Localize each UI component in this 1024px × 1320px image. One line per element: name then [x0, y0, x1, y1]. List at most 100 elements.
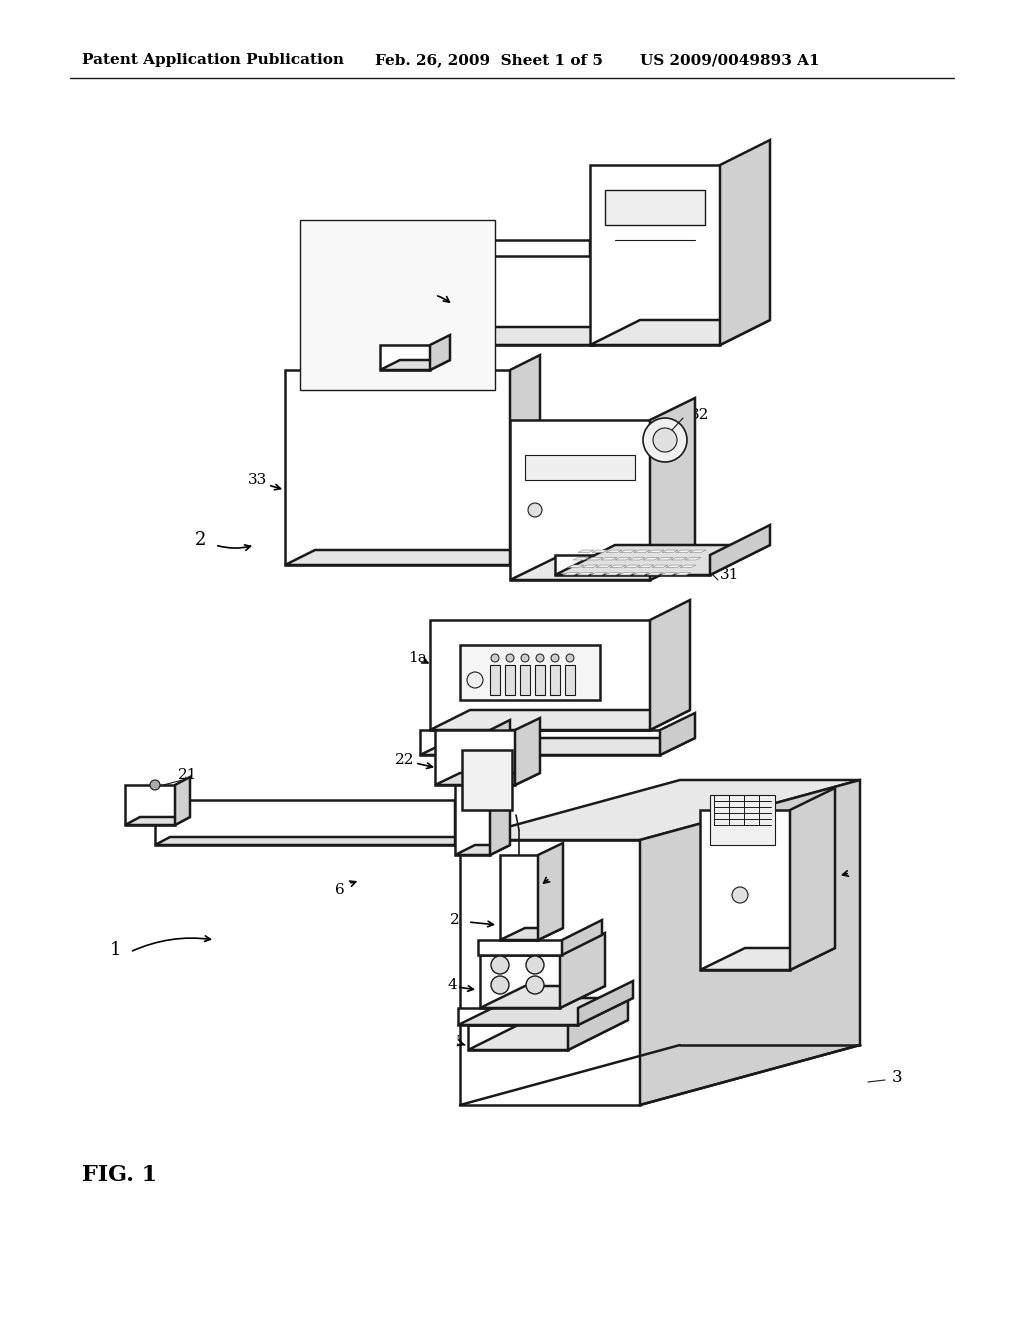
- Polygon shape: [458, 1008, 578, 1026]
- Circle shape: [551, 653, 559, 663]
- Text: 22: 22: [395, 752, 415, 767]
- Polygon shape: [380, 360, 450, 370]
- Circle shape: [528, 503, 542, 517]
- Polygon shape: [590, 165, 720, 345]
- Circle shape: [536, 653, 544, 663]
- Polygon shape: [615, 557, 631, 560]
- Polygon shape: [643, 557, 659, 560]
- Polygon shape: [490, 719, 510, 855]
- Polygon shape: [596, 565, 612, 568]
- Circle shape: [653, 428, 677, 451]
- Polygon shape: [720, 140, 770, 345]
- Polygon shape: [500, 928, 563, 940]
- Polygon shape: [455, 845, 510, 855]
- Text: 31: 31: [720, 568, 739, 582]
- Circle shape: [521, 653, 529, 663]
- Polygon shape: [155, 800, 455, 845]
- Text: Feb. 26, 2009  Sheet 1 of 5: Feb. 26, 2009 Sheet 1 of 5: [375, 53, 603, 67]
- Polygon shape: [573, 557, 589, 560]
- Polygon shape: [591, 573, 607, 576]
- Polygon shape: [685, 557, 701, 560]
- Polygon shape: [550, 665, 560, 696]
- Circle shape: [490, 653, 499, 663]
- Polygon shape: [590, 319, 770, 345]
- Text: 2a: 2a: [406, 282, 424, 297]
- Polygon shape: [662, 550, 678, 553]
- Polygon shape: [647, 573, 663, 576]
- Polygon shape: [505, 665, 515, 696]
- Polygon shape: [300, 220, 495, 389]
- Circle shape: [732, 887, 748, 903]
- Polygon shape: [455, 240, 590, 256]
- Polygon shape: [710, 525, 770, 576]
- Polygon shape: [592, 550, 608, 553]
- Text: 4: 4: [447, 978, 457, 993]
- Text: 32: 32: [690, 408, 710, 422]
- Polygon shape: [468, 1026, 568, 1049]
- Polygon shape: [420, 738, 695, 755]
- Polygon shape: [629, 557, 645, 560]
- Polygon shape: [578, 981, 633, 1026]
- Polygon shape: [430, 335, 450, 370]
- Polygon shape: [578, 550, 594, 553]
- Polygon shape: [648, 550, 664, 553]
- Polygon shape: [650, 601, 690, 730]
- Polygon shape: [595, 238, 630, 345]
- Polygon shape: [520, 665, 530, 696]
- Polygon shape: [175, 777, 190, 825]
- Polygon shape: [510, 558, 695, 579]
- Polygon shape: [480, 986, 605, 1008]
- Polygon shape: [450, 327, 630, 345]
- Polygon shape: [465, 755, 495, 785]
- Polygon shape: [155, 837, 470, 845]
- Polygon shape: [671, 557, 687, 560]
- Polygon shape: [601, 557, 617, 560]
- Polygon shape: [500, 855, 538, 940]
- Polygon shape: [462, 750, 512, 810]
- Text: 21: 21: [178, 768, 198, 781]
- Polygon shape: [480, 954, 560, 1008]
- Polygon shape: [555, 545, 770, 576]
- Polygon shape: [577, 573, 593, 576]
- Polygon shape: [568, 565, 584, 568]
- Polygon shape: [582, 565, 598, 568]
- Text: 7: 7: [850, 862, 860, 879]
- Polygon shape: [680, 565, 696, 568]
- Circle shape: [566, 653, 574, 663]
- Polygon shape: [662, 573, 677, 576]
- Polygon shape: [638, 565, 654, 568]
- Polygon shape: [460, 840, 640, 1105]
- Polygon shape: [700, 810, 790, 970]
- Polygon shape: [676, 550, 692, 553]
- Circle shape: [490, 956, 509, 974]
- Polygon shape: [605, 190, 705, 224]
- Polygon shape: [430, 620, 650, 730]
- Polygon shape: [568, 995, 628, 1049]
- Circle shape: [150, 780, 160, 789]
- Polygon shape: [610, 565, 626, 568]
- Text: 1: 1: [110, 941, 122, 960]
- Polygon shape: [535, 665, 545, 696]
- Polygon shape: [430, 710, 690, 730]
- Text: 33: 33: [248, 473, 267, 487]
- Text: 3: 3: [892, 1069, 902, 1086]
- Polygon shape: [450, 255, 595, 345]
- Polygon shape: [618, 573, 635, 576]
- Polygon shape: [478, 940, 562, 954]
- Polygon shape: [510, 420, 650, 579]
- Polygon shape: [620, 550, 636, 553]
- Text: Patent Application Publication: Patent Application Publication: [82, 53, 344, 67]
- Text: US 2009/0049893 A1: US 2009/0049893 A1: [640, 53, 819, 67]
- Polygon shape: [465, 780, 505, 785]
- Polygon shape: [606, 550, 622, 553]
- Polygon shape: [690, 550, 706, 553]
- Polygon shape: [657, 557, 673, 560]
- Polygon shape: [590, 224, 620, 256]
- Polygon shape: [666, 565, 682, 568]
- Polygon shape: [710, 795, 775, 845]
- Polygon shape: [640, 780, 860, 1105]
- Polygon shape: [562, 920, 602, 954]
- Polygon shape: [660, 713, 695, 755]
- Polygon shape: [555, 554, 710, 576]
- Polygon shape: [490, 665, 500, 696]
